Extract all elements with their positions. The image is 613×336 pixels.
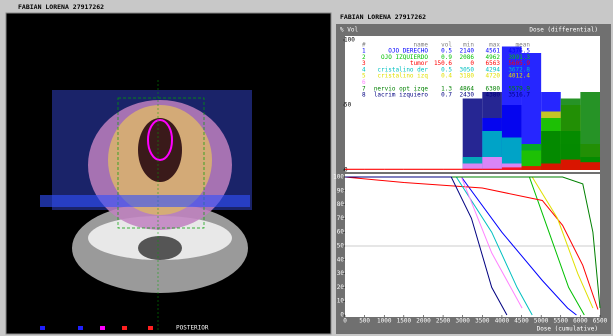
x-tick-label: 2500 bbox=[436, 318, 451, 325]
x-tick-label: 0 bbox=[343, 318, 347, 325]
histogram-bar bbox=[580, 162, 600, 170]
x-axis-label: Dose (differential) bbox=[529, 27, 598, 34]
x-tick-label: 2000 bbox=[416, 318, 431, 325]
y-tick-label: 100 bbox=[344, 37, 355, 44]
histogram-bar bbox=[423, 169, 443, 170]
histogram-bar bbox=[365, 169, 385, 170]
table-cell: 0.7 bbox=[441, 92, 452, 99]
x-tick-label: 4500 bbox=[514, 318, 529, 325]
x-tick-label: 5000 bbox=[534, 318, 549, 325]
orientation-label: POSTERIOR bbox=[176, 325, 209, 332]
table-cell: 4012.4 bbox=[508, 73, 530, 80]
x-tick-label: 1000 bbox=[377, 318, 392, 325]
histogram-bar bbox=[443, 169, 463, 170]
table-cell: lacrim izquiero bbox=[374, 92, 429, 99]
x-tick-label: 3000 bbox=[455, 318, 470, 325]
y-axis-label: % Vol bbox=[340, 27, 358, 34]
histogram-bar bbox=[561, 99, 581, 171]
screen: FABIAN LORENA 27917262 POSTERIOR FABIAN … bbox=[0, 0, 613, 336]
x-tick-label: 4000 bbox=[495, 318, 510, 325]
table-cell: 3180 bbox=[460, 73, 475, 80]
cumulative-plot bbox=[345, 174, 600, 317]
table-cell: 3516.7 bbox=[508, 92, 530, 99]
histogram-bar bbox=[345, 169, 365, 170]
histogram-bar bbox=[384, 169, 404, 170]
histogram-bar bbox=[522, 166, 542, 170]
y-tick-label: 100 bbox=[333, 174, 344, 181]
table-cell: 2430 bbox=[460, 92, 475, 99]
table-cell: cristalino izq bbox=[377, 73, 428, 80]
histogram-bar bbox=[482, 169, 502, 170]
histogram-bar bbox=[404, 169, 424, 170]
table-cell: 8 bbox=[362, 92, 366, 99]
table-cell: 0.4 bbox=[441, 73, 452, 80]
y-tick-label: 50 bbox=[344, 102, 352, 109]
x-tick-label: 5500 bbox=[554, 318, 569, 325]
x-tick-label: 3500 bbox=[475, 318, 490, 325]
x-tick-label: 6000 bbox=[573, 318, 588, 325]
left-title: FABIAN LORENA 27917262 bbox=[18, 3, 104, 11]
histogram-bar bbox=[463, 169, 483, 170]
histogram-bar bbox=[482, 157, 502, 170]
x-tick-label: 6500 bbox=[593, 318, 608, 325]
x-tick-label: 500 bbox=[359, 318, 370, 325]
x-tick-label: 1500 bbox=[397, 318, 412, 325]
histogram-bar bbox=[580, 92, 600, 170]
histogram-bar bbox=[502, 167, 522, 170]
table-cell: 4720 bbox=[486, 73, 501, 80]
x-axis-label: Dose (cumulative) bbox=[537, 326, 598, 333]
histogram-bar bbox=[561, 160, 581, 170]
histogram-bar bbox=[541, 164, 561, 171]
right-title: FABIAN LORENA 27917262 bbox=[340, 13, 426, 21]
table-cell: 4380 bbox=[486, 92, 501, 99]
page: {"header": {"left_title": "FABIAN LORENA… bbox=[0, 0, 613, 336]
